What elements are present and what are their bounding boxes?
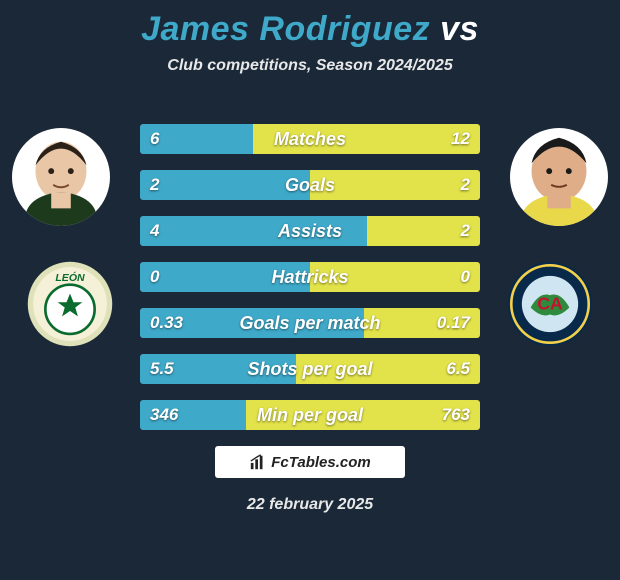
player-right-avatar [510, 128, 608, 226]
comparison-date: 22 february 2025 [0, 496, 620, 514]
branding-text: FcTables.com [271, 454, 370, 471]
chart-icon [249, 453, 267, 471]
stat-bar-right [364, 308, 480, 338]
stat-row: Goals22 [140, 170, 480, 200]
stat-bars: Matches612 Goals22 Assists42 Hattricks00 Goa… [140, 124, 480, 446]
stat-bar-left [140, 308, 364, 338]
stat-bar-left [140, 354, 296, 384]
branding-badge: FcTables.com [215, 446, 405, 478]
stat-bar-left [140, 124, 253, 154]
stat-bar-left [140, 216, 367, 246]
stat-bar-left [140, 262, 310, 292]
title-vs: vs [440, 10, 479, 48]
stat-bar-right [246, 400, 480, 430]
player-left-avatar [12, 128, 110, 226]
page-title: James Rodriguez vs [0, 0, 620, 49]
stat-bar-left [140, 170, 310, 200]
title-player1: James Rodriguez [141, 10, 430, 48]
club-right-crest: CA [506, 260, 594, 348]
stat-bar-right [310, 170, 480, 200]
club-left-crest: LEÓN [26, 260, 114, 348]
stat-row: Assists42 [140, 216, 480, 246]
stat-row: Min per goal346763 [140, 400, 480, 430]
stat-bar-left [140, 400, 246, 430]
svg-text:LEÓN: LEÓN [55, 271, 85, 284]
svg-text:CA: CA [537, 293, 563, 313]
stat-bar-right [296, 354, 480, 384]
stat-row: Shots per goal5.56.5 [140, 354, 480, 384]
stat-row: Goals per match0.330.17 [140, 308, 480, 338]
stat-bar-right [367, 216, 480, 246]
stat-bar-right [310, 262, 480, 292]
stat-row: Matches612 [140, 124, 480, 154]
stat-row: Hattricks00 [140, 262, 480, 292]
stat-bar-right [253, 124, 480, 154]
player-left-face-icon [12, 128, 110, 226]
player-right-face-icon [510, 128, 608, 226]
subtitle: Club competitions, Season 2024/2025 [0, 57, 620, 75]
club-left-crest-icon: LEÓN [26, 260, 114, 348]
club-right-crest-icon: CA [506, 260, 594, 348]
